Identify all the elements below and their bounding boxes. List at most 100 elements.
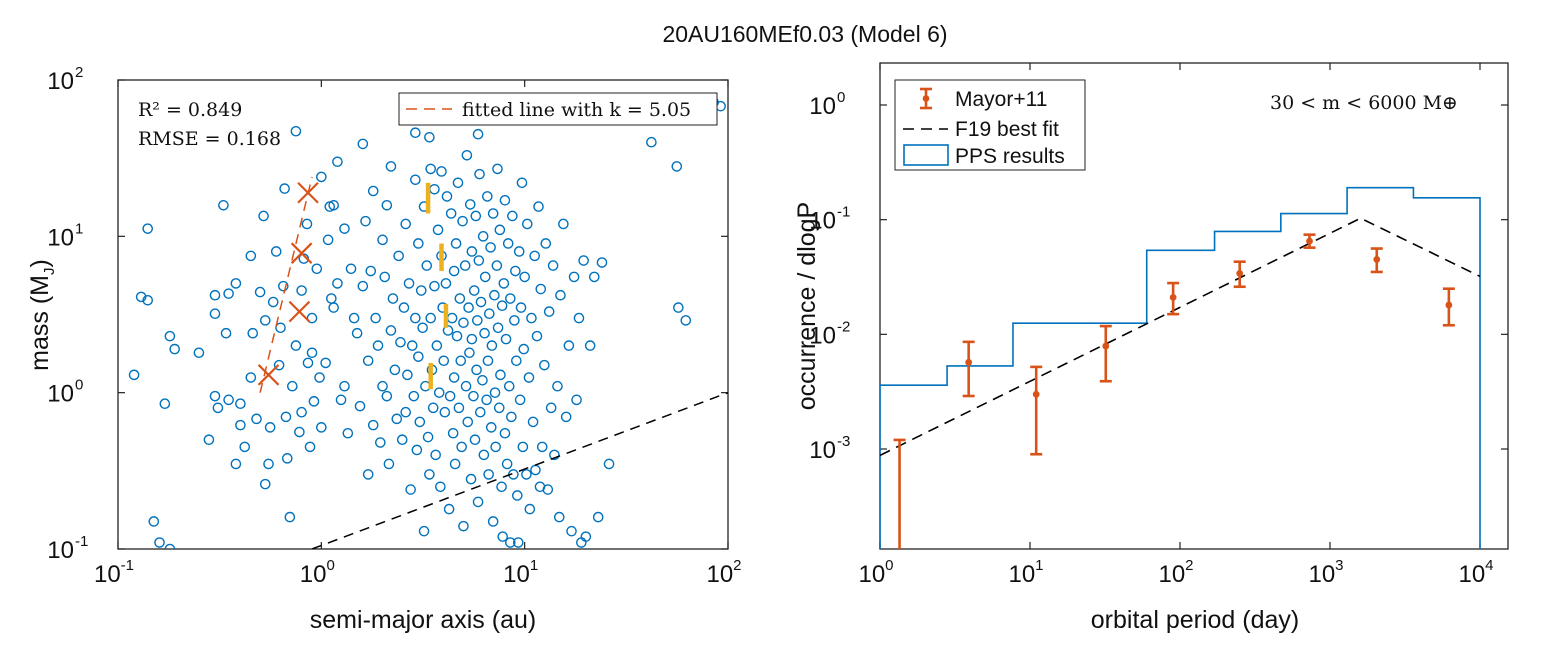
planet-point bbox=[566, 525, 577, 537]
mayor-data-point bbox=[1370, 247, 1383, 274]
planet-point bbox=[473, 255, 485, 266]
planet-point bbox=[414, 416, 426, 428]
planet-point bbox=[482, 191, 493, 202]
planet-point bbox=[427, 402, 439, 414]
planet-point bbox=[387, 293, 399, 304]
planet-point bbox=[279, 183, 290, 194]
planet-point bbox=[497, 531, 509, 542]
planet-point bbox=[540, 238, 552, 249]
right-x-tick-base: 10 bbox=[1458, 561, 1485, 588]
left-y-tick-base: 10 bbox=[47, 381, 74, 408]
planet-point bbox=[308, 396, 320, 407]
right-y-tick-label: 10-1 bbox=[809, 204, 850, 235]
right-x-tick-label: 102 bbox=[1158, 557, 1193, 588]
planet-point bbox=[450, 238, 462, 249]
planet-point bbox=[535, 283, 547, 295]
right-y-tick-exp: 0 bbox=[837, 89, 845, 106]
planet-point bbox=[223, 288, 234, 299]
planet-point bbox=[239, 441, 251, 453]
left-plot-area bbox=[128, 97, 728, 549]
planet-point bbox=[489, 289, 500, 301]
planet-point bbox=[398, 302, 410, 313]
planet-point bbox=[474, 168, 485, 180]
legend-f19-label: F19 best fit bbox=[955, 118, 1059, 141]
planet-point bbox=[400, 218, 412, 230]
right-y-tick-base: 10 bbox=[809, 208, 836, 235]
left-x-tick-base: 10 bbox=[706, 561, 733, 588]
planet-point bbox=[275, 322, 286, 334]
pps-stairs bbox=[880, 186, 1481, 549]
planet-point bbox=[468, 390, 479, 402]
planet-point bbox=[500, 333, 512, 345]
planet-point bbox=[571, 394, 582, 406]
planet-point bbox=[552, 380, 563, 392]
planet-point bbox=[505, 537, 516, 548]
planet-point bbox=[463, 302, 474, 313]
planet-point bbox=[218, 199, 229, 211]
planet-point bbox=[460, 380, 472, 392]
planet-point bbox=[362, 355, 374, 367]
planet-point bbox=[461, 149, 473, 161]
planet-point bbox=[357, 138, 369, 150]
planet-point bbox=[474, 406, 486, 418]
left-y-tick-exp: 2 bbox=[75, 64, 83, 81]
planet-point bbox=[377, 234, 388, 246]
planet-point bbox=[277, 280, 289, 292]
planet-point bbox=[393, 250, 404, 262]
right-x-tick-base: 10 bbox=[858, 561, 885, 588]
planet-point bbox=[592, 511, 604, 523]
planet-point bbox=[316, 171, 327, 183]
planet-point bbox=[501, 458, 513, 470]
planet-point bbox=[471, 364, 482, 376]
planet-point bbox=[410, 312, 421, 324]
planet-point bbox=[549, 449, 560, 461]
planet-point bbox=[453, 402, 465, 414]
planet-point bbox=[533, 201, 544, 212]
planet-point bbox=[486, 340, 498, 351]
planet-point bbox=[212, 402, 224, 414]
planet-point bbox=[203, 434, 215, 446]
planet-point bbox=[479, 271, 491, 283]
planet-point bbox=[314, 372, 325, 383]
legend-fitted-line-label: fitted line with k = 5.05 bbox=[462, 99, 691, 121]
mayor-data-point bbox=[1303, 233, 1316, 249]
mayor-data-point bbox=[1233, 260, 1246, 289]
planet-point bbox=[477, 231, 489, 242]
left-y-label-close: ) bbox=[26, 259, 54, 267]
planet-point bbox=[164, 330, 176, 342]
planet-point bbox=[519, 271, 530, 283]
planet-point bbox=[475, 296, 487, 308]
planet-point bbox=[296, 285, 307, 296]
planet-point bbox=[209, 289, 221, 301]
x-marker-stroke bbox=[257, 364, 280, 386]
planet-point bbox=[468, 285, 480, 296]
planet-point bbox=[521, 218, 533, 230]
planet-point bbox=[425, 163, 436, 175]
left-x-axis-label: semi-major axis (au) bbox=[310, 606, 536, 634]
mayor-data-point bbox=[1099, 324, 1112, 383]
planet-point bbox=[452, 177, 464, 189]
planet-point bbox=[588, 271, 600, 283]
planet-point bbox=[322, 234, 334, 246]
left-x-tick-label: 101 bbox=[503, 557, 538, 588]
planet-point bbox=[370, 312, 381, 324]
planet-point bbox=[328, 199, 339, 211]
planet-point bbox=[418, 525, 430, 537]
planet-point bbox=[514, 394, 526, 406]
planet-point bbox=[335, 394, 347, 406]
planet-point bbox=[529, 250, 540, 262]
legend-pps-swatch bbox=[903, 144, 949, 166]
planet-point bbox=[515, 302, 527, 313]
left-y-tick-exp: 1 bbox=[75, 220, 83, 237]
planet-point bbox=[403, 278, 415, 289]
planet-point bbox=[270, 246, 282, 257]
planet-point bbox=[458, 520, 469, 532]
planet-point bbox=[447, 427, 459, 439]
left-y-axis-label: mass (MJ) bbox=[26, 259, 58, 371]
right-x-tick-exp: 1 bbox=[1035, 557, 1043, 574]
planet-point bbox=[245, 250, 257, 262]
mayor-point-dot bbox=[1445, 301, 1453, 309]
planet-point bbox=[517, 441, 529, 453]
planet-point bbox=[281, 453, 293, 464]
planet-point bbox=[487, 516, 499, 527]
